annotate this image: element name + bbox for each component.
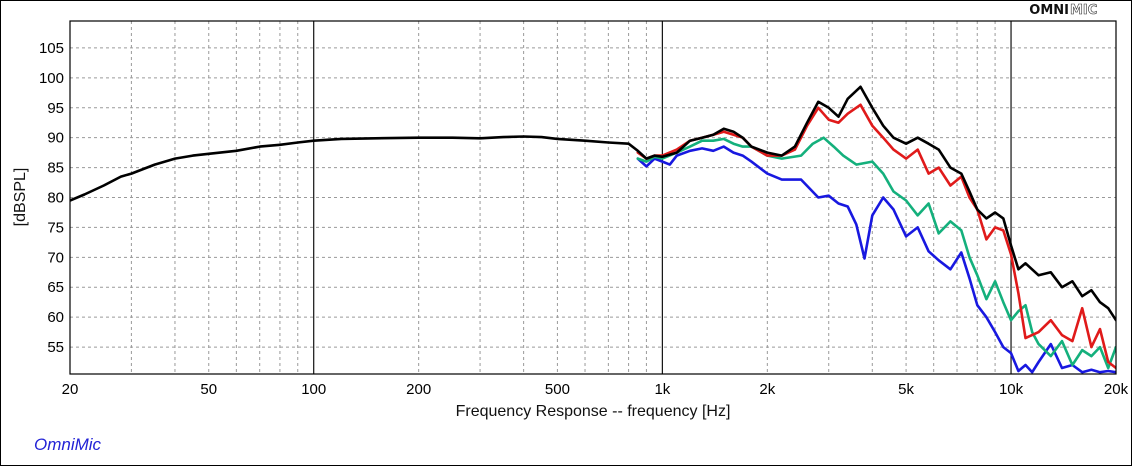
brand-logo-omni: OMNI (1029, 3, 1069, 18)
series-line-blue (636, 145, 1116, 374)
series-line-black (70, 85, 1116, 322)
y-tick-label: 65 (47, 279, 64, 296)
series-group (70, 85, 1116, 374)
y-tick-label: 80 (47, 190, 64, 207)
x-tick-label: 2k (759, 381, 775, 398)
x-tick-label: 500 (545, 381, 570, 398)
x-tick-label: 100 (301, 381, 326, 398)
y-tick-label: 60 (47, 309, 64, 326)
y-tick-label: 105 (39, 40, 64, 57)
x-tick-label: 20k (1104, 381, 1129, 398)
y-tick-labels: 55 60 65 70 75 80 85 90 95 100 105 (39, 40, 64, 356)
y-tick-label: 75 (47, 219, 64, 236)
x-tick-label: 10k (999, 381, 1024, 398)
y-axis-title: [dBSPL] (12, 168, 29, 227)
x-tick-labels: 20 50 100 200 500 1k 2k 5k 10k 20k (62, 381, 1129, 398)
y-tick-label: 95 (47, 100, 64, 117)
plot-border (69, 20, 1117, 375)
x-axis-title: Frequency Response -- frequency [Hz] (456, 403, 731, 420)
x-tick-label: 200 (406, 381, 431, 398)
y-tick-label: 90 (47, 130, 64, 147)
x-tick-label: 5k (898, 381, 914, 398)
series-line-green (636, 136, 1116, 370)
x-tick-label: 1k (654, 381, 670, 398)
series-line-red (636, 103, 1116, 370)
grid-major (313, 21, 1012, 374)
x-tick-label: 20 (62, 381, 79, 398)
footer-label: OmniMic (34, 435, 102, 454)
x-tick-label: 50 (200, 381, 217, 398)
y-tick-label: 70 (47, 249, 64, 266)
brand-logo-mic: MIC (1070, 3, 1097, 18)
grid-minor (70, 21, 1116, 374)
y-tick-label: 55 (47, 339, 64, 356)
y-tick-label: 100 (39, 70, 64, 87)
y-tick-label: 85 (47, 160, 64, 177)
